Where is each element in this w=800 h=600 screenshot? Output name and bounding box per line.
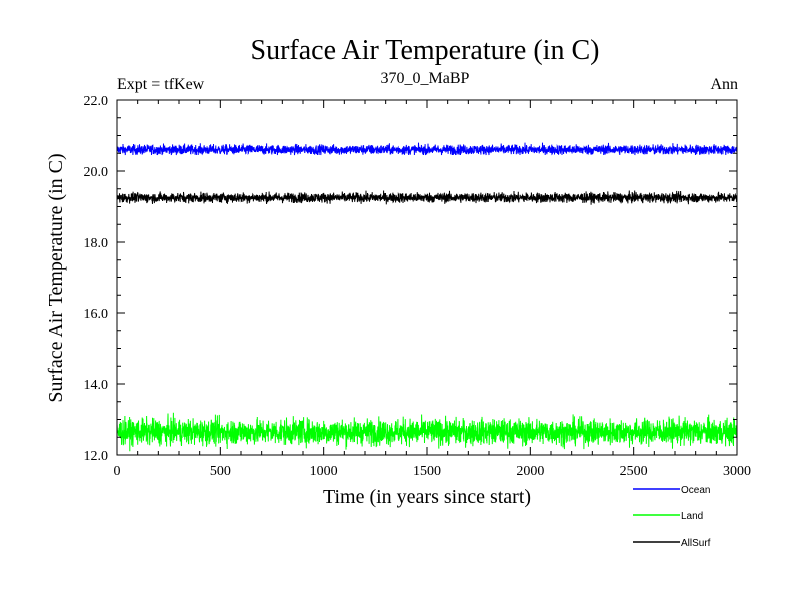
x-tick-label: 3000 <box>723 464 751 479</box>
y-tick-label: 12.0 <box>84 449 109 464</box>
x-tick-label: 1500 <box>413 464 441 479</box>
season-label: Ann <box>710 76 738 93</box>
period-label: 370_0_MaBP <box>381 70 470 87</box>
x-tick-label: 0 <box>114 464 121 479</box>
x-tick-label: 2500 <box>620 464 648 479</box>
chart-title: Surface Air Temperature (in C) <box>251 35 600 66</box>
legend-label-land: Land <box>681 511 703 522</box>
experiment-label: Expt = tfKew <box>117 76 205 93</box>
legend: Ocean Land AllSurf <box>633 485 711 549</box>
y-tick-label: 22.0 <box>84 94 109 109</box>
y-axis-label: Surface Air Temperature (in C) <box>45 153 67 402</box>
series-layer <box>116 142 738 452</box>
y-axis-ticks: 12.0 14.0 16.0 18.0 20.0 22.0 <box>84 94 737 464</box>
x-tick-label: 1000 <box>310 464 338 479</box>
x-axis-label: Time (in years since start) <box>323 486 531 508</box>
series-line-ocean <box>116 142 738 156</box>
x-tick-label: 500 <box>210 464 231 479</box>
legend-label-ocean: Ocean <box>681 485 710 496</box>
x-axis-ticks: 0 500 1000 1500 2000 2500 3000 <box>114 100 751 479</box>
legend-label-allsurf: AllSurf <box>681 538 711 549</box>
y-tick-label: 16.0 <box>84 307 109 322</box>
y-tick-label: 20.0 <box>84 165 109 180</box>
series-line-land <box>116 412 738 452</box>
y-tick-label: 14.0 <box>84 378 109 393</box>
x-tick-label: 2000 <box>516 464 544 479</box>
y-tick-label: 18.0 <box>84 236 109 251</box>
series-line-allsurf <box>116 190 738 205</box>
